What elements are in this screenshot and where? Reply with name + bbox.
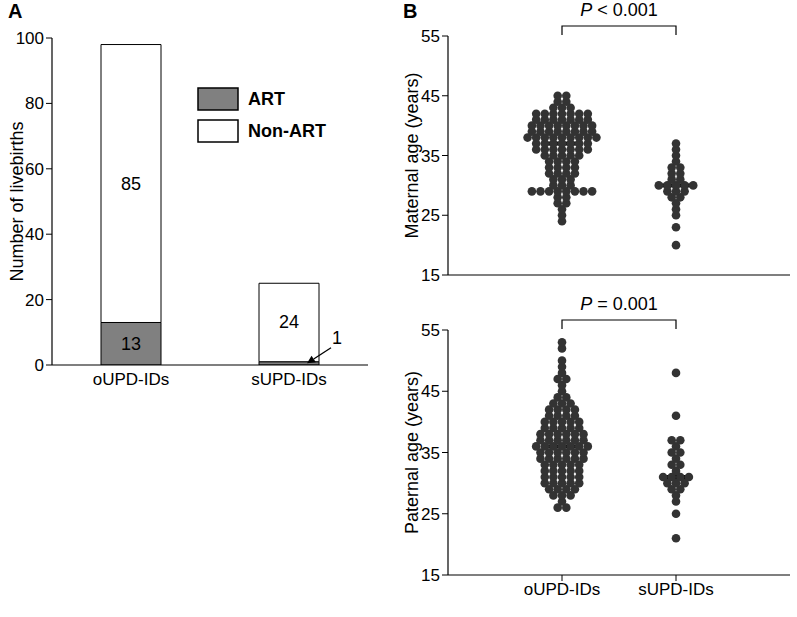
- svg-text:B: B: [403, 0, 417, 22]
- svg-text:sUPD-IDs: sUPD-IDs: [251, 370, 327, 389]
- svg-text:60: 60: [25, 160, 44, 179]
- svg-text:oUPD-IDs: oUPD-IDs: [93, 370, 170, 389]
- svg-text:100: 100: [16, 29, 44, 48]
- svg-text:13: 13: [121, 334, 141, 354]
- svg-text:P < 0.001: P < 0.001: [580, 0, 658, 20]
- svg-text:35: 35: [421, 444, 440, 463]
- svg-text:45: 45: [421, 87, 440, 106]
- svg-text:24: 24: [279, 312, 299, 332]
- svg-text:85: 85: [121, 174, 141, 194]
- svg-text:55: 55: [421, 321, 440, 340]
- svg-text:45: 45: [421, 382, 440, 401]
- svg-text:ART: ART: [248, 89, 285, 109]
- svg-text:25: 25: [421, 206, 440, 225]
- svg-text:Non-ART: Non-ART: [248, 121, 326, 141]
- svg-text:oUPD-IDs: oUPD-IDs: [524, 580, 601, 599]
- svg-text:35: 35: [421, 147, 440, 166]
- svg-text:P = 0.001: P = 0.001: [580, 294, 658, 314]
- svg-text:55: 55: [421, 27, 440, 46]
- svg-text:20: 20: [25, 291, 44, 310]
- svg-text:Paternal age (years): Paternal age (years): [402, 371, 422, 534]
- svg-text:15: 15: [421, 566, 440, 585]
- svg-text:1: 1: [332, 328, 342, 348]
- svg-text:80: 80: [25, 94, 44, 113]
- svg-text:sUPD-IDs: sUPD-IDs: [638, 580, 714, 599]
- svg-text:40: 40: [25, 225, 44, 244]
- svg-text:15: 15: [421, 266, 440, 285]
- svg-text:25: 25: [421, 505, 440, 524]
- svg-text:Maternal age (years): Maternal age (years): [402, 72, 422, 238]
- svg-text:Number of livebirths: Number of livebirths: [8, 121, 27, 281]
- svg-text:0: 0: [35, 356, 44, 375]
- svg-text:A: A: [8, 0, 22, 22]
